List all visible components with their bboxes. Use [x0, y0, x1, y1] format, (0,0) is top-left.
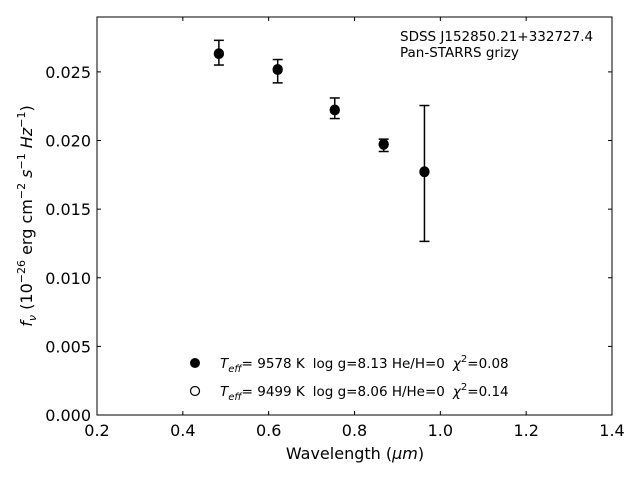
- y-tick-label: 0.005: [45, 337, 91, 356]
- x-tick-label: 1.2: [513, 421, 538, 440]
- axis-ticks: 0.2 0.4 0.6 0.8 1.0 1.2 1.4 0.000 0.005 0.010 0.01…: [45, 17, 625, 440]
- model-point-filled: [272, 64, 283, 75]
- x-tick-label: 0.6: [256, 421, 281, 440]
- y-tick-label: 0.015: [45, 200, 91, 219]
- y-axis-label: fν (10−26 erg cm−2 s−1 Hz−1): [15, 105, 39, 326]
- x-tick-label: 0.4: [170, 421, 195, 440]
- y-tick-label: 0.000: [45, 406, 91, 425]
- x-axis-label: Wavelength (μm): [286, 444, 424, 463]
- model-point-filled: [419, 166, 430, 178]
- data-points: [213, 48, 430, 178]
- model-point-filled: [378, 139, 389, 150]
- plot-area: [96, 16, 613, 416]
- legend-marker-filled: [190, 358, 200, 368]
- x-tick-label: 0.8: [342, 421, 367, 440]
- x-tick-label: 1.0: [428, 421, 453, 440]
- annotation-line-1: SDSS J152850.21+332727.4: [400, 29, 593, 45]
- model-point-filled: [329, 105, 340, 116]
- annotation-line-2: Pan-STARRS grizy: [400, 45, 519, 61]
- y-tick-label: 0.025: [45, 63, 91, 82]
- x-tick-label: 1.4: [599, 421, 624, 440]
- legend-marker-open: [189, 385, 201, 397]
- y-tick-label: 0.020: [45, 132, 91, 151]
- model-point-filled: [213, 48, 224, 59]
- y-tick-label: 0.010: [45, 269, 91, 288]
- x-tick-label: 0.2: [84, 421, 109, 440]
